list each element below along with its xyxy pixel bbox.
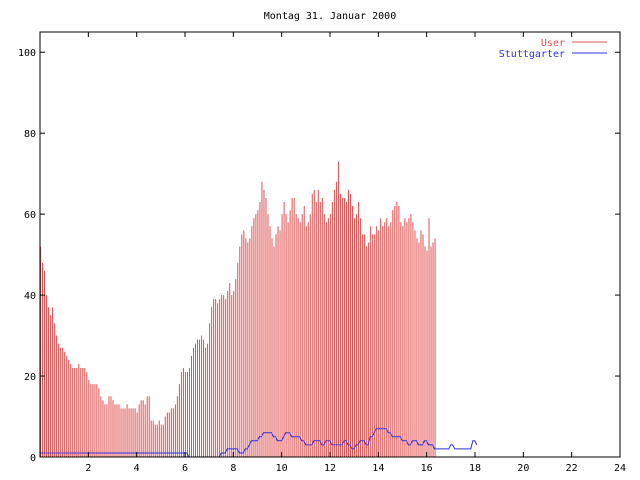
- y-tick-label: 100: [18, 48, 36, 59]
- stuttgarter-series: [40, 428, 478, 458]
- y-axis: 0 20 40 60 80 100: [18, 48, 620, 464]
- x-tick-label: 16: [421, 463, 433, 474]
- x-tick-label: 2: [85, 463, 91, 474]
- legend: User Stuttgarter: [499, 38, 607, 60]
- x-tick-label: 22: [566, 463, 578, 474]
- y-tick-label: 20: [24, 372, 36, 383]
- x-tick-label: 24: [614, 463, 626, 474]
- x-axis: 2 4 6 8 10 12 14 16 18 20 22 24: [85, 32, 626, 474]
- user-bars: [40, 161, 436, 457]
- y-tick-label: 60: [24, 210, 36, 221]
- x-tick-label: 4: [134, 463, 140, 474]
- x-tick-label: 18: [469, 463, 481, 474]
- y-tick-label: 40: [24, 291, 36, 302]
- y-tick-label: 80: [24, 129, 36, 140]
- x-tick-label: 20: [517, 463, 529, 474]
- chart-title: Montag 31. Januar 2000: [264, 11, 396, 22]
- x-tick-label: 12: [324, 463, 336, 474]
- x-tick-label: 6: [182, 463, 188, 474]
- x-tick-label: 10: [276, 463, 288, 474]
- legend-label-stuttgarter: Stuttgarter: [499, 49, 565, 60]
- y-tick-label: 0: [30, 453, 36, 464]
- x-tick-label: 8: [230, 463, 236, 474]
- legend-label-user: User: [541, 38, 565, 49]
- x-tick-label: 14: [372, 463, 384, 474]
- stuttgarter-line: [40, 428, 478, 458]
